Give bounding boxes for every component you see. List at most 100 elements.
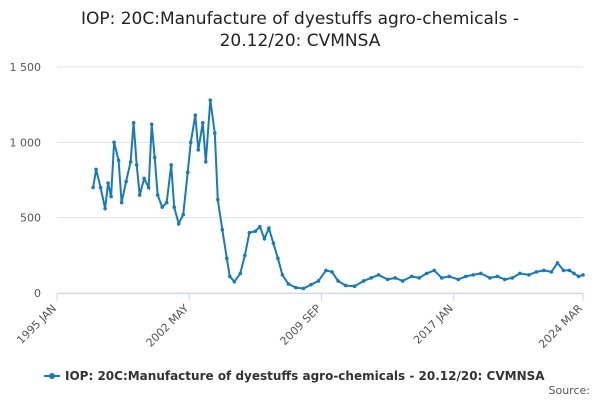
data-point: [456, 277, 461, 282]
data-point: [137, 193, 142, 197]
data-point: [280, 273, 285, 277]
data-point: [262, 236, 267, 241]
legend-marker: [49, 373, 55, 379]
data-point: [352, 284, 357, 289]
data-point: [103, 206, 107, 211]
data-point: [561, 268, 566, 273]
data-point: [181, 212, 186, 217]
y-tick-label: 1 000: [10, 136, 42, 149]
data-point: [213, 131, 217, 136]
data-point: [276, 256, 280, 261]
data-point: [510, 276, 515, 280]
data-point: [393, 276, 397, 280]
data-point: [185, 170, 190, 175]
data-point: [447, 274, 452, 279]
x-tick-label: 2017 JAN: [411, 302, 456, 347]
data-point: [479, 271, 483, 276]
data-point: [471, 273, 476, 277]
data-point: [576, 274, 581, 279]
data-point: [253, 229, 258, 234]
data-point: [271, 241, 276, 246]
data-point: [112, 140, 116, 145]
data-point: [343, 283, 348, 288]
data-point: [495, 274, 500, 279]
x-tick-label: 2009 SEP: [278, 302, 324, 348]
data-point: [200, 120, 205, 125]
data-point: [91, 185, 95, 190]
data-point: [294, 285, 298, 290]
data-point: [361, 279, 366, 283]
data-point: [432, 268, 437, 273]
data-point: [572, 271, 576, 276]
data-point: [98, 185, 103, 190]
data-point: [376, 273, 381, 277]
data-point: [385, 277, 390, 282]
data-point: [369, 276, 373, 280]
data-point: [188, 140, 193, 145]
data-point: [216, 197, 220, 202]
y-tick-label: 500: [20, 212, 41, 225]
x-tick-label: 1995 JAN: [14, 302, 59, 347]
data-point: [301, 286, 306, 291]
data-point: [119, 200, 124, 205]
data-point: [567, 268, 572, 273]
data-point: [424, 271, 429, 276]
data-point: [155, 193, 160, 197]
data-point: [267, 226, 271, 231]
data-point: [439, 276, 444, 280]
data-point: [228, 274, 232, 279]
data-point: [220, 227, 225, 232]
data-point: [417, 276, 421, 280]
data-point: [238, 271, 243, 276]
data-point: [316, 279, 321, 283]
data-point: [463, 274, 468, 279]
data-point: [324, 268, 328, 273]
data-point: [116, 158, 121, 163]
data-point: [247, 230, 252, 235]
data-point: [409, 274, 414, 279]
x-tick-label: 2002 MAY: [144, 302, 192, 350]
data-point: [128, 160, 133, 164]
data-point: [330, 270, 334, 274]
data-point: [94, 167, 98, 172]
chart-title: IOP: 20C:Manufacture of dyestuffs agro-c…: [80, 9, 520, 51]
data-point: [400, 279, 405, 283]
data-point: [243, 253, 247, 258]
data-point: [160, 205, 164, 209]
data-point: [534, 270, 539, 274]
data-point: [134, 163, 139, 167]
data-point: [232, 279, 237, 284]
data-point: [176, 221, 181, 226]
data-point: [106, 181, 110, 185]
data-point: [124, 179, 128, 184]
data-point: [581, 273, 585, 277]
source-label: Source:: [549, 384, 591, 397]
data-point: [146, 185, 151, 190]
data-point: [149, 122, 154, 127]
data-point: [109, 194, 113, 199]
data-point: [208, 98, 213, 102]
data-point: [142, 176, 146, 181]
y-tick-label: 0: [34, 287, 41, 300]
data-point: [164, 200, 169, 205]
data-point: [336, 279, 340, 283]
data-point: [203, 160, 208, 164]
data-point: [152, 155, 157, 160]
data-point: [225, 256, 229, 261]
data-point: [527, 273, 531, 277]
y-tick-label: 1 500: [10, 61, 42, 74]
data-point: [309, 282, 313, 287]
data-point: [555, 261, 560, 265]
data-point: [131, 120, 136, 125]
data-point: [286, 282, 291, 286]
data-point: [196, 148, 201, 152]
data-point: [488, 276, 492, 280]
data-point: [193, 113, 198, 118]
data-point: [169, 163, 174, 167]
data-point: [258, 224, 262, 229]
data-point: [172, 205, 177, 209]
series-line: [92, 99, 584, 290]
data-point: [549, 270, 554, 274]
